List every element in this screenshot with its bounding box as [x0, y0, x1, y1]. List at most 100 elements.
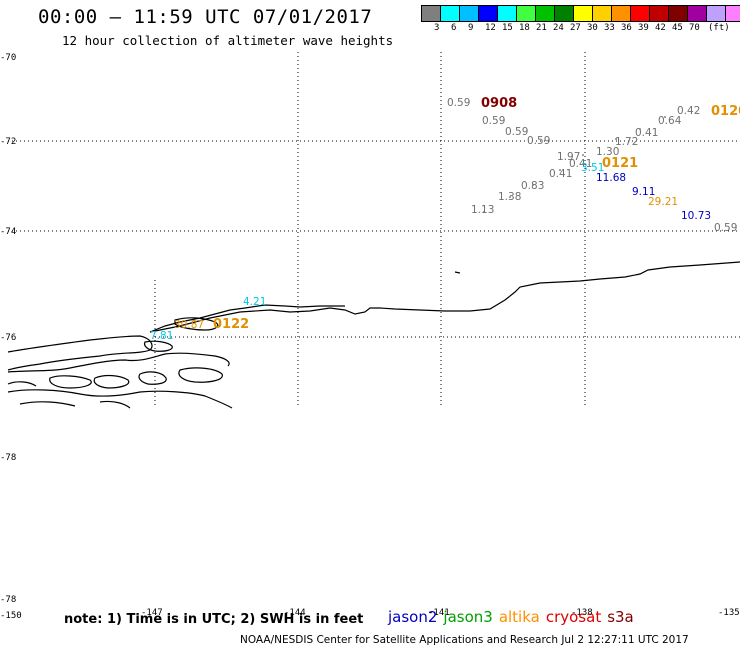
- map-title: 00:00 – 11:59 UTC 07/01/2017: [38, 6, 373, 28]
- coastline-ice-3: [138, 371, 167, 385]
- track-dot: [559, 169, 561, 171]
- wave-label: 7.81: [150, 330, 173, 342]
- coastline-west: [7, 335, 153, 371]
- wave-label: 0.59: [447, 97, 470, 109]
- colorbar-label: 30: [587, 23, 598, 33]
- colorbar-label: 12: [485, 23, 496, 33]
- wave-label: 30.87: [174, 319, 204, 331]
- lon-label: -147: [141, 608, 163, 618]
- wave-label: 0.59: [482, 115, 505, 127]
- legend-item-jason2: jason2: [388, 608, 438, 626]
- time-label: 0122: [213, 317, 249, 332]
- lon-label: -150: [0, 611, 22, 621]
- legend-item-cryosat: cryosat: [545, 608, 602, 626]
- colorbar-label: 42: [655, 23, 666, 33]
- wave-label: 0.42: [677, 105, 700, 117]
- coastline: [7, 261, 740, 409]
- track-dot: [532, 184, 534, 186]
- legend-item-jason3: jason3: [443, 608, 493, 626]
- legend-item-altika: altika: [498, 608, 540, 626]
- wave-label: 29.21: [648, 196, 678, 208]
- colorbar-swatch: [725, 5, 740, 22]
- colorbar-label: 9: [468, 23, 474, 33]
- colorbar-label: 33: [604, 23, 615, 33]
- wave-label: 1.97: [557, 151, 580, 163]
- coastline-island: [143, 340, 173, 352]
- wave-label: 0.41: [549, 168, 572, 180]
- wave-label: 4.21: [243, 296, 266, 308]
- colorbar-label: 36: [621, 23, 632, 33]
- colorbar-label: 39: [638, 23, 649, 33]
- colorbar-label: 70: [689, 23, 700, 33]
- wave-label: 0.41: [569, 158, 592, 170]
- latitude-labels: -70 -72 -74 -76 -78 -78: [0, 53, 16, 605]
- legend-item-s3a: s3a: [607, 608, 634, 626]
- satellite-track-dots: [483, 116, 666, 213]
- wave-label: 3.51: [581, 162, 604, 174]
- lat-label: -72: [0, 137, 16, 147]
- colorbar-label: 18: [519, 23, 530, 33]
- colorbar-label: 45: [672, 23, 683, 33]
- wave-label: 1.13: [471, 204, 494, 216]
- track-dot: [639, 128, 641, 130]
- lon-label: -138: [571, 608, 593, 618]
- coastline-ice-5: [7, 389, 233, 409]
- wave-label: 0.59: [505, 126, 528, 138]
- coastline-ice-4: [178, 367, 223, 383]
- coastline-ice-7: [99, 400, 131, 409]
- lat-label: -78: [0, 595, 16, 605]
- colorbar-label: 15: [502, 23, 513, 33]
- graticule: [8, 52, 740, 408]
- coastline-ice-2: [93, 374, 130, 389]
- colorbar-label: 6: [451, 23, 457, 33]
- footer-note: note: 1) Time is in UTC; 2) SWH is in fe…: [64, 612, 364, 627]
- wave-label: 0.59: [714, 222, 737, 234]
- lon-label: -141: [428, 608, 450, 618]
- track-dot: [483, 211, 485, 213]
- coastline-islet: [454, 271, 461, 274]
- time-label: 0908: [481, 96, 517, 111]
- wave-height-colorbar: [421, 5, 740, 22]
- wave-label: 9.11: [632, 186, 655, 198]
- wave-height-labels: 0.59 0.59 0.59 0.59 1.97 0.41 0.41 0.83 …: [150, 97, 737, 342]
- time-label: 0121: [602, 156, 638, 171]
- colorbar-label: 27: [570, 23, 581, 33]
- coastline-shelf: [149, 304, 345, 333]
- coastline-ice-6: [19, 401, 76, 407]
- map-subtitle: 12 hour collection of altimeter wave hei…: [62, 33, 394, 48]
- track-dot: [664, 116, 666, 118]
- lat-label: -70: [0, 53, 16, 63]
- colorbar-label: (ft): [708, 23, 730, 33]
- wave-label: 1.38: [498, 191, 521, 203]
- lon-label: -144: [284, 608, 306, 618]
- lon-label: -135: [718, 608, 740, 618]
- wave-label: 0.59: [527, 135, 550, 147]
- wave-label: 0.41: [635, 127, 658, 139]
- colorbar-label: 21: [536, 23, 547, 33]
- wave-label: 1.30: [596, 146, 619, 158]
- track-dot: [615, 138, 617, 140]
- colorbar-label: 24: [553, 23, 564, 33]
- lat-label: -78: [0, 453, 16, 463]
- longitude-labels: -150 -147 -144 -141 -138 -135: [0, 608, 740, 621]
- wave-label: 11.68: [596, 172, 626, 184]
- coastline-ice-8: [7, 381, 37, 387]
- colorbar-label: 3: [434, 23, 440, 33]
- satellite-legend: jason2 jason3 altika cryosat s3a: [388, 608, 640, 626]
- footer-credit: NOAA/NESDIS Center for Satellite Applica…: [240, 634, 689, 646]
- wave-label: 0.64: [658, 115, 682, 127]
- wave-label: 1.72: [615, 136, 638, 148]
- wave-label: 10.73: [681, 210, 711, 222]
- wave-label: 0.83: [521, 180, 544, 192]
- track-dot: [509, 196, 511, 198]
- coastline-ice-1: [49, 375, 92, 389]
- track-dot: [582, 154, 584, 156]
- coastline-main: [149, 261, 740, 333]
- coastline-inner: [174, 317, 219, 331]
- lat-label: -76: [0, 333, 16, 343]
- coastline-coast: [7, 352, 230, 373]
- lat-label: -74: [0, 227, 16, 237]
